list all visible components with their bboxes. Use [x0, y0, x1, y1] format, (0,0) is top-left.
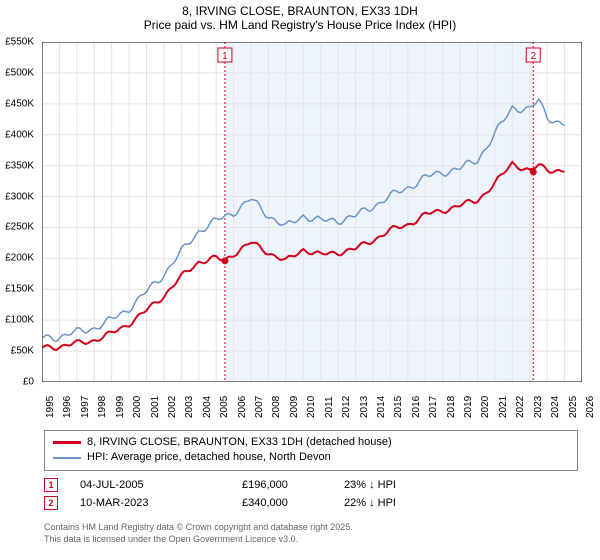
y-tick-label: £300K [5, 191, 34, 202]
title-address: 8, IRVING CLOSE, BRAUNTON, EX33 1DH [0, 4, 600, 18]
x-tick-label: 2009 [289, 396, 300, 418]
sale-marker-badge: 1 [44, 478, 58, 492]
legend-swatch-1 [53, 441, 81, 444]
x-tick-label: 2000 [132, 396, 143, 418]
sale-price: £196,000 [242, 479, 322, 491]
y-tick-label: £500K [5, 67, 34, 78]
x-tick-label: 1999 [115, 396, 126, 418]
x-tick-label: 2006 [237, 396, 248, 418]
chart-plot-area: 12 [42, 42, 582, 382]
x-tick-label: 2004 [202, 396, 213, 418]
x-tick-label: 2003 [184, 396, 195, 418]
x-tick-label: 2001 [150, 396, 161, 418]
x-tick-label: 2014 [376, 396, 387, 418]
sale-delta: 23% ↓ HPI [344, 479, 396, 491]
svg-text:1: 1 [222, 51, 228, 62]
y-tick-label: £50K [11, 346, 34, 357]
y-tick-label: £200K [5, 253, 34, 264]
y-tick-label: £150K [5, 284, 34, 295]
y-tick-label: £0 [23, 377, 34, 388]
x-tick-label: 2002 [167, 396, 178, 418]
legend-swatch-2 [53, 457, 81, 459]
x-tick-label: 2020 [480, 396, 491, 418]
y-tick-label: £250K [5, 222, 34, 233]
credit-line-2: This data is licensed under the Open Gov… [44, 534, 353, 546]
x-tick-label: 2023 [533, 396, 544, 418]
credit-line-1: Contains HM Land Registry data © Crown c… [44, 522, 353, 534]
y-tick-label: £450K [5, 98, 34, 109]
x-tick-label: 2005 [219, 396, 230, 418]
credits: Contains HM Land Registry data © Crown c… [44, 522, 353, 545]
sale-date: 04-JUL-2005 [80, 479, 220, 491]
x-tick-label: 2011 [324, 396, 335, 418]
sale-date: 10-MAR-2023 [80, 497, 220, 509]
x-tick-label: 2018 [446, 396, 457, 418]
y-tick-label: £100K [5, 315, 34, 326]
x-tick-label: 2025 [568, 396, 579, 418]
legend-label-2: HPI: Average price, detached house, Nort… [87, 450, 331, 465]
svg-text:2: 2 [530, 51, 536, 62]
x-tick-label: 2010 [306, 396, 317, 418]
legend-row-1: 8, IRVING CLOSE, BRAUNTON, EX33 1DH (det… [53, 435, 569, 450]
legend-row-2: HPI: Average price, detached house, Nort… [53, 450, 569, 465]
chart-svg: 12 [42, 42, 582, 382]
x-tick-label: 2008 [271, 396, 282, 418]
x-tick-label: 1996 [62, 396, 73, 418]
sale-rows: 1 04-JUL-2005 £196,000 23% ↓ HPI 2 10-MAR-202… [44, 474, 560, 510]
y-tick-label: £550K [5, 37, 34, 48]
x-tick-label: 1997 [80, 396, 91, 418]
x-tick-label: 1995 [45, 396, 56, 418]
title-block: 8, IRVING CLOSE, BRAUNTON, EX33 1DH Pric… [0, 0, 600, 32]
legend-label-1: 8, IRVING CLOSE, BRAUNTON, EX33 1DH (det… [87, 435, 392, 450]
x-tick-label: 2007 [254, 396, 265, 418]
x-tick-label: 2026 [585, 396, 596, 418]
x-tick-label: 2022 [515, 396, 526, 418]
sale-price: £340,000 [242, 497, 322, 509]
y-tick-label: £350K [5, 160, 34, 171]
x-axis-labels: 1995 1996 1997 1998 1999 2000 2001 2002 2003 2004… [42, 386, 582, 424]
sale-marker-badge: 2 [44, 496, 58, 510]
x-tick-label: 2021 [498, 396, 509, 418]
sale-delta: 22% ↓ HPI [344, 497, 396, 509]
y-axis-labels: £0£50K£100K£150K£200K£250K£300K£350K£400… [0, 42, 38, 382]
chart-container: 8, IRVING CLOSE, BRAUNTON, EX33 1DH Pric… [0, 0, 600, 560]
x-tick-label: 2012 [341, 396, 352, 418]
x-tick-label: 2017 [428, 396, 439, 418]
legend: 8, IRVING CLOSE, BRAUNTON, EX33 1DH (det… [44, 430, 578, 471]
title-subtitle: Price paid vs. HM Land Registry's House … [0, 18, 600, 32]
sale-row: 1 04-JUL-2005 £196,000 23% ↓ HPI [44, 478, 560, 492]
x-tick-label: 1998 [97, 396, 108, 418]
sale-row: 2 10-MAR-2023 £340,000 22% ↓ HPI [44, 496, 560, 510]
x-tick-label: 2024 [550, 396, 561, 418]
x-tick-label: 2016 [411, 396, 422, 418]
x-tick-label: 2015 [393, 396, 404, 418]
y-tick-label: £400K [5, 129, 34, 140]
x-tick-label: 2013 [359, 396, 370, 418]
x-tick-label: 2019 [463, 396, 474, 418]
